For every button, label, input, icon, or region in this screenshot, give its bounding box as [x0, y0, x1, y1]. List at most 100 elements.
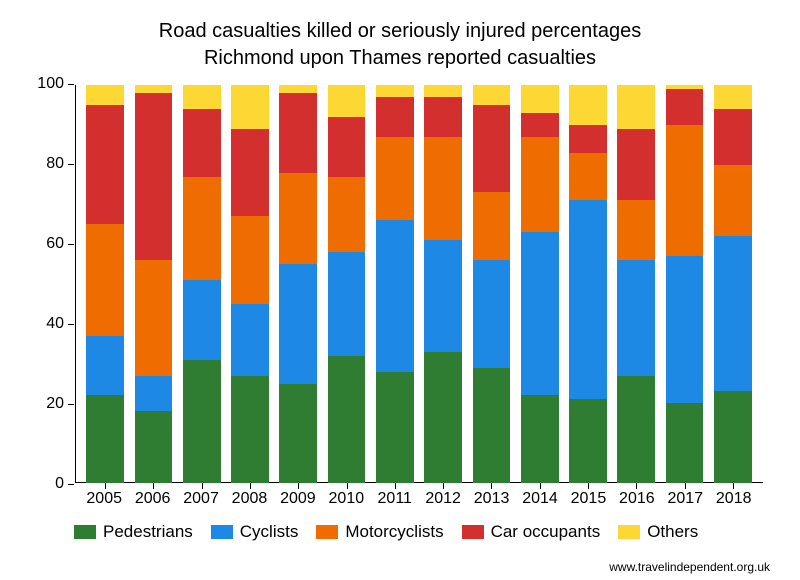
y-tick-label: 80: [46, 155, 64, 173]
bar: [279, 85, 317, 483]
x-tick-mark: [588, 483, 589, 489]
bars: [75, 85, 763, 483]
x-tick-label: 2018: [709, 490, 757, 508]
y-tick-label: 40: [46, 315, 64, 333]
bar-segment-pedestrians: [328, 356, 366, 483]
legend-item-cyclists: Cyclists: [211, 522, 299, 542]
bar-segment-car_occupants: [617, 129, 655, 201]
y-tick-label: 0: [55, 475, 64, 493]
x-tick-mark: [733, 483, 734, 489]
bar-slot: [274, 85, 322, 483]
legend-label: Pedestrians: [103, 522, 193, 542]
bar-segment-cyclists: [376, 220, 414, 371]
bar-segment-car_occupants: [424, 97, 462, 137]
x-tick-mark: [540, 483, 541, 489]
bar-segment-car_occupants: [376, 97, 414, 137]
bar-segment-cyclists: [473, 260, 511, 367]
legend: Pedestrians Cyclists Motorcyclists Car occu…: [74, 522, 764, 542]
bar-slot: [612, 85, 660, 483]
bar: [231, 85, 269, 483]
bar-segment-motorcyclists: [473, 192, 511, 260]
legend-label: Motorcyclists: [345, 522, 443, 542]
bar: [521, 85, 559, 483]
bar-segment-pedestrians: [569, 399, 607, 483]
title-line-2: Richmond upon Thames reported casualties: [30, 45, 770, 72]
bar-segment-cyclists: [569, 200, 607, 399]
legend-swatch: [316, 525, 338, 539]
bar: [617, 85, 655, 483]
x-tick-mark: [636, 483, 637, 489]
chart-title: Road casualties killed or seriously inju…: [30, 18, 770, 72]
bar-slot: [322, 85, 370, 483]
bar-segment-cyclists: [521, 232, 559, 395]
bar-segment-pedestrians: [521, 395, 559, 483]
bar-segment-motorcyclists: [183, 177, 221, 280]
bar-segment-motorcyclists: [521, 137, 559, 233]
x-tick-label: 2017: [661, 490, 709, 508]
bar-segment-others: [231, 85, 269, 129]
bar-slot: [660, 85, 708, 483]
bar-segment-cyclists: [86, 336, 124, 396]
bar-segment-motorcyclists: [666, 125, 704, 256]
x-tick-label: 2009: [274, 490, 322, 508]
bar-segment-car_occupants: [714, 109, 752, 165]
bar-slot: [226, 85, 274, 483]
bar-slot: [371, 85, 419, 483]
bar-segment-car_occupants: [279, 93, 317, 173]
bar-segment-others: [617, 85, 655, 129]
x-axis-labels: 2005200620072008200920102011201220132014…: [74, 484, 764, 508]
y-tick-mark: [68, 484, 74, 485]
x-tick-label: 2008: [225, 490, 273, 508]
bar-segment-others: [135, 85, 173, 93]
bar-segment-motorcyclists: [376, 137, 414, 221]
x-tick-label: 2016: [613, 490, 661, 508]
bar: [328, 85, 366, 483]
bar-segment-cyclists: [617, 260, 655, 375]
x-tick-mark: [443, 483, 444, 489]
x-tick-mark: [153, 483, 154, 489]
bar-segment-others: [86, 85, 124, 105]
x-tick-label: 2012: [419, 490, 467, 508]
bar-segment-others: [183, 85, 221, 109]
legend-item-car_occupants: Car occupants: [462, 522, 601, 542]
bar-segment-motorcyclists: [714, 165, 752, 237]
legend-item-motorcyclists: Motorcyclists: [316, 522, 443, 542]
title-line-1: Road casualties killed or seriously inju…: [30, 18, 770, 45]
bar: [666, 85, 704, 483]
bar-segment-car_occupants: [231, 129, 269, 217]
legend-swatch: [462, 525, 484, 539]
bar: [473, 85, 511, 483]
bar-segment-pedestrians: [473, 368, 511, 483]
bar-segment-pedestrians: [714, 391, 752, 483]
legend-swatch: [211, 525, 233, 539]
y-axis: 020406080100: [30, 84, 74, 484]
bar-segment-motorcyclists: [617, 200, 655, 260]
bar-segment-others: [714, 85, 752, 109]
bar-slot: [516, 85, 564, 483]
bar-slot: [178, 85, 226, 483]
y-tick-label: 60: [46, 235, 64, 253]
x-tick-mark: [347, 483, 348, 489]
bar-segment-motorcyclists: [328, 177, 366, 253]
bar-slot: [467, 85, 515, 483]
x-tick-mark: [395, 483, 396, 489]
bar-segment-pedestrians: [279, 384, 317, 484]
plot: [74, 84, 764, 484]
bar-slot: [81, 85, 129, 483]
legend-item-pedestrians: Pedestrians: [74, 522, 193, 542]
bar-segment-car_occupants: [86, 105, 124, 224]
legend-label: Cyclists: [240, 522, 299, 542]
bar-segment-others: [279, 85, 317, 93]
bar-segment-others: [473, 85, 511, 105]
x-tick-mark: [491, 483, 492, 489]
bar: [569, 85, 607, 483]
bar-segment-pedestrians: [617, 376, 655, 483]
bar-segment-motorcyclists: [86, 224, 124, 335]
y-tick-label: 100: [37, 75, 64, 93]
x-tick-label: 2013: [467, 490, 515, 508]
bar-segment-motorcyclists: [135, 260, 173, 375]
bar-slot: [709, 85, 757, 483]
bar-segment-others: [521, 85, 559, 113]
x-tick-label: 2011: [371, 490, 419, 508]
legend-label: Others: [647, 522, 698, 542]
